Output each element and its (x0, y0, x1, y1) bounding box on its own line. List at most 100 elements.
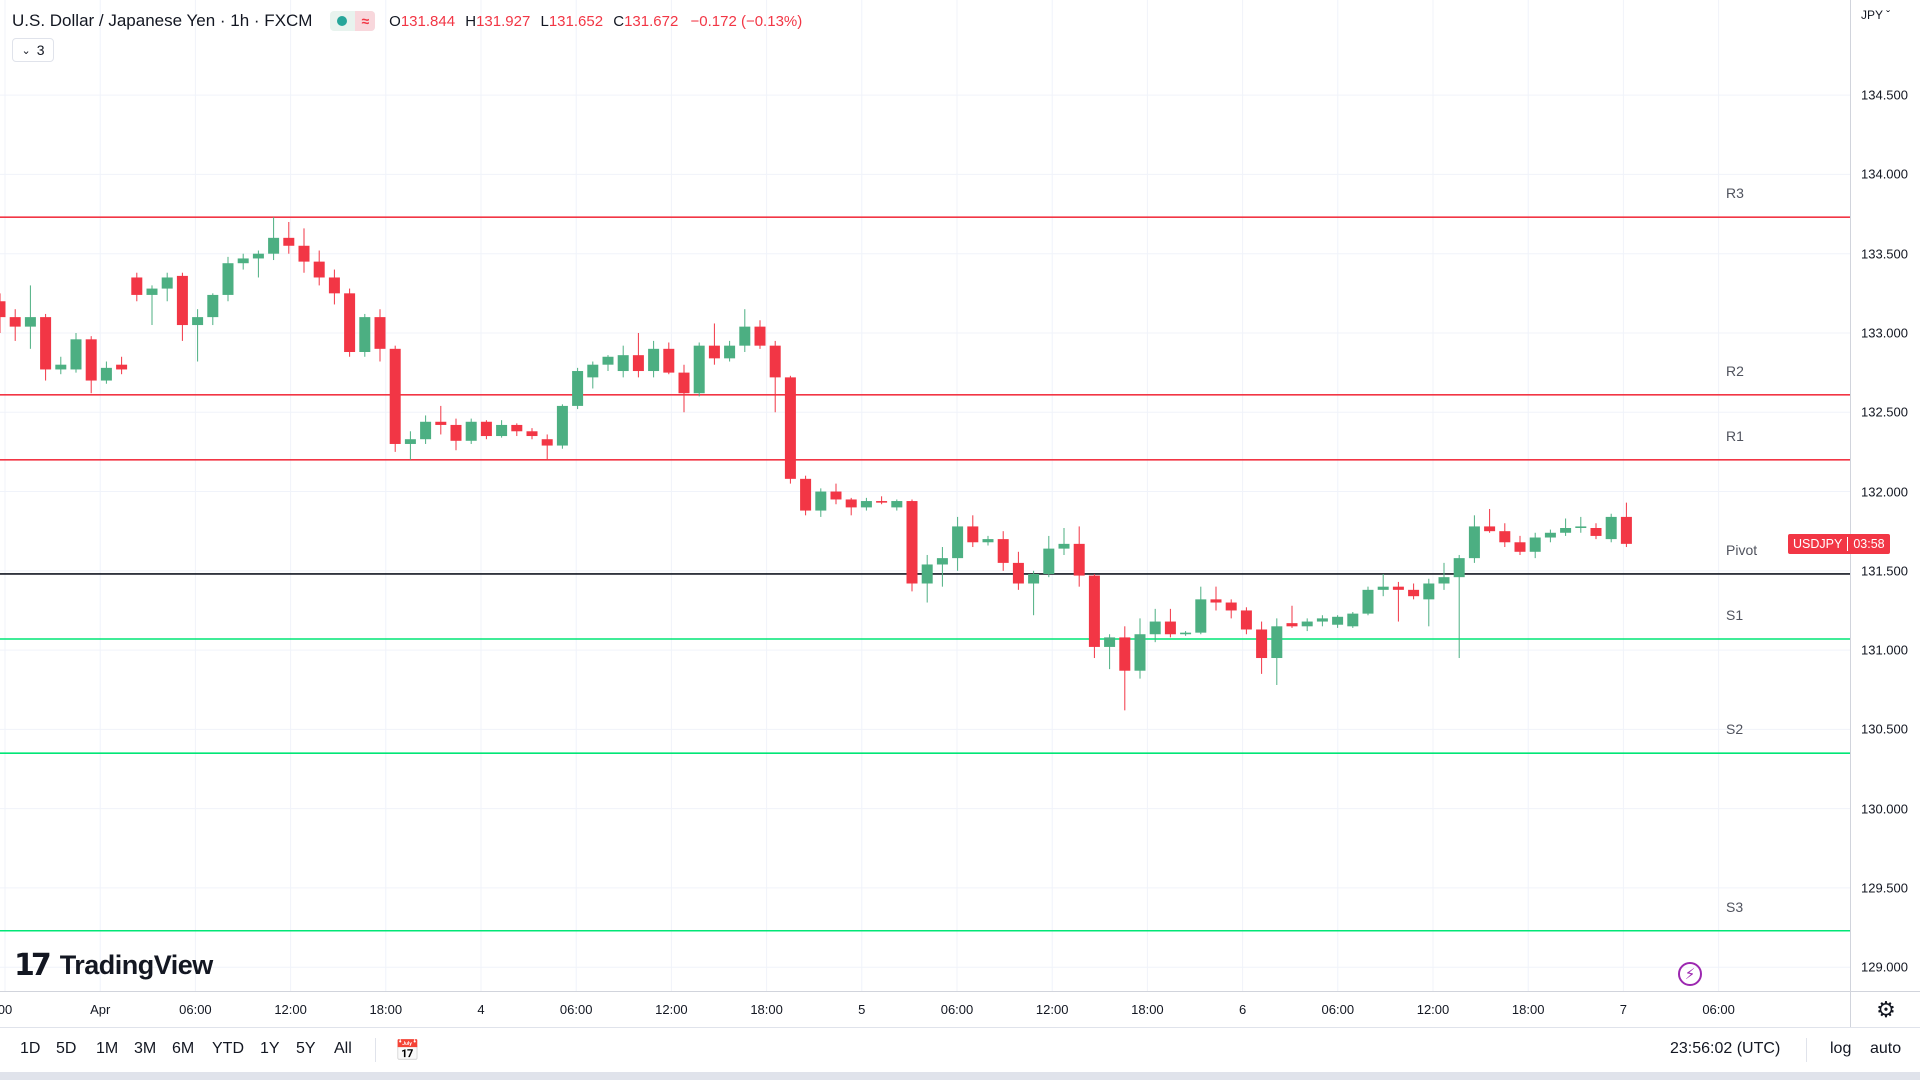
candle-body (1210, 599, 1222, 603)
price-label: 129.500 (1861, 880, 1908, 896)
low-key: L (540, 12, 549, 30)
price-label: 131.500 (1861, 563, 1908, 579)
candle-body (420, 421, 432, 440)
logo-text: TradingView (59, 949, 214, 980)
range-button-1m[interactable]: 1M (96, 1040, 119, 1057)
market-status[interactable]: ≈ (330, 11, 376, 31)
level-label-r3: R3 (1726, 185, 1744, 202)
candle-body (1590, 528, 1602, 536)
range-button-6m[interactable]: 6M (172, 1040, 195, 1057)
candle-body (1377, 586, 1389, 590)
time-label: 06:00 (1321, 1002, 1355, 1017)
candle-body (1423, 583, 1435, 600)
range-button-5d[interactable]: 5D (56, 1040, 77, 1057)
range-button-3m[interactable]: 3M (134, 1040, 157, 1057)
range-button-1d[interactable]: 1D (20, 1040, 41, 1057)
time-label: 12:00 (1416, 1002, 1450, 1017)
high-value: 131.927 (476, 12, 531, 30)
currency-label: JPY (1861, 8, 1883, 22)
price-axis[interactable]: JPY ˇ 134.500 134.000 133.500 133.000 132.50… (1850, 0, 1920, 991)
time-label: 06:00 (940, 1002, 974, 1017)
utc-clock[interactable]: 23:56:02 (UTC) (1670, 1040, 1781, 1057)
settings-gear-icon[interactable]: ⚙ (1850, 991, 1920, 1028)
candle-body (1408, 589, 1420, 597)
candle-body (465, 421, 477, 441)
time-label: 18:00 (369, 1002, 403, 1017)
chevron-down-icon: ⌄ (21, 44, 31, 57)
candle-body (1438, 577, 1450, 584)
bottom-toolbar: 1D 5D 1M 3M 6M YTD 1Y 5Y All 📅 23:56:02 (UTC) lo… (0, 1027, 1920, 1073)
candle-body (1058, 543, 1070, 549)
time-label: 18:00 (1131, 1002, 1164, 1017)
price-label: 132.500 (1861, 404, 1908, 420)
calendar-goto-icon[interactable]: 📅 (395, 1040, 420, 1062)
candle-body (1484, 526, 1496, 532)
candle-body (1286, 623, 1298, 627)
chart-header: U.S. Dollar / Japanese Yen · 1h · FXCM ≈… (12, 10, 802, 32)
close-value: 131.672 (624, 12, 679, 30)
candle-body (1544, 532, 1556, 538)
candle-body (450, 424, 462, 441)
indicators-toggle-button[interactable]: ⌄ 3 (12, 38, 54, 62)
candle-body (9, 317, 21, 327)
candle-body (1104, 637, 1116, 647)
candlestick-chart[interactable] (0, 0, 1850, 991)
time-label: 18:00 (750, 1002, 783, 1017)
candle-body (830, 491, 842, 500)
candle-body (1240, 610, 1252, 630)
range-button-1y[interactable]: 1Y (260, 1040, 280, 1057)
lightning-icon[interactable]: ⚡ (1678, 962, 1702, 986)
candle-body (526, 431, 538, 437)
candle-body (632, 355, 644, 372)
chart-pane[interactable]: U.S. Dollar / Japanese Yen · 1h · FXCM ≈… (0, 0, 1850, 991)
candle-body (663, 348, 675, 373)
candle-body (1347, 613, 1359, 627)
tradingview-logo[interactable]: 17 TradingView (14, 948, 214, 983)
horizontal-scrollbar[interactable] (0, 1072, 1920, 1080)
candle-body (1514, 542, 1526, 552)
candle-body (1028, 573, 1040, 584)
symbol-title[interactable]: U.S. Dollar / Japanese Yen · 1h · FXCM (12, 11, 313, 30)
candle-body (313, 261, 325, 278)
candle-body (952, 526, 964, 559)
price-label: 134.000 (1861, 166, 1908, 182)
candle-body (24, 317, 36, 327)
candle-body (131, 277, 143, 295)
range-button-all[interactable]: All (334, 1040, 352, 1057)
candle-body (1195, 599, 1207, 633)
candle-body (648, 348, 660, 372)
candle-body (891, 501, 903, 508)
level-label-s3: S3 (1726, 898, 1744, 915)
candle-body (541, 439, 553, 446)
candle-body (1119, 637, 1131, 671)
time-label: Apr (90, 1002, 111, 1017)
candle-body (283, 237, 295, 246)
candle-body (480, 421, 492, 437)
time-axis[interactable]: 00 Apr 06:00 12:00 18:00 4 06:00 12:00 18:00 5 06:… (0, 991, 1850, 1028)
candle-body (1620, 516, 1632, 544)
candle-body (359, 317, 371, 353)
candle-body (693, 345, 705, 394)
log-scale-toggle[interactable]: log (1830, 1040, 1852, 1057)
time-label: 6 (1238, 1002, 1247, 1017)
candle-body (55, 364, 67, 370)
price-label: 130.500 (1861, 721, 1908, 737)
time-label: 18:00 (1511, 1002, 1545, 1017)
level-label-r2: R2 (1726, 362, 1744, 379)
candle-body (602, 356, 614, 365)
auto-scale-toggle[interactable]: auto (1870, 1040, 1902, 1057)
range-button-ytd[interactable]: YTD (212, 1040, 244, 1057)
currency-selector[interactable]: JPY ˇ (1861, 8, 1890, 22)
price-label: 133.500 (1861, 246, 1908, 262)
candle-body (1453, 558, 1465, 578)
open-value: 131.844 (400, 12, 456, 30)
level-label-s1: S1 (1726, 606, 1744, 623)
price-tag-symbol: USDJPY (1793, 536, 1843, 551)
time-label: 4 (477, 1002, 485, 1017)
candle-body (298, 245, 310, 262)
candle-body (1149, 621, 1161, 635)
candle-body (997, 539, 1009, 563)
time-label: 00 (0, 1002, 13, 1017)
range-button-5y[interactable]: 5Y (296, 1040, 316, 1057)
candle-body (328, 277, 340, 294)
